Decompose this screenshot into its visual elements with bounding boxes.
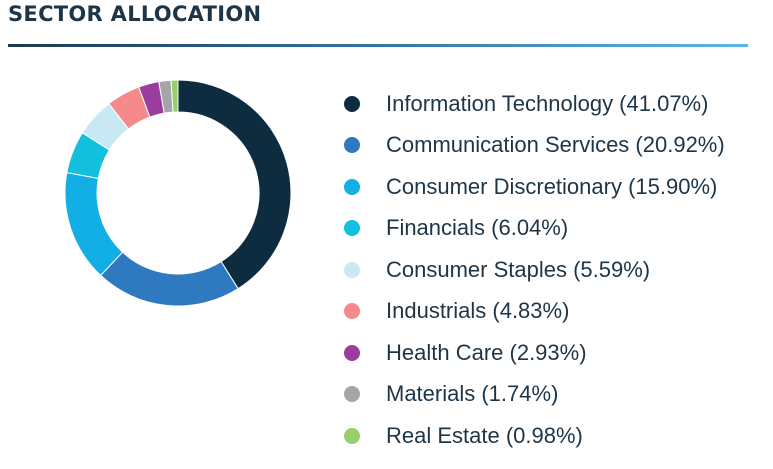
legend-item: Consumer Discretionary (15.90%): [340, 166, 725, 208]
slice-information-technology: [177, 79, 292, 290]
legend-swatch: [344, 95, 360, 112]
legend-label: Financials (6.04%): [386, 215, 569, 241]
legend-label: Health Care (2.93%): [386, 339, 587, 365]
legend-label: Consumer Staples (5.59%): [386, 256, 651, 282]
legend-label: Materials (1.74%): [386, 381, 559, 407]
title-divider: [8, 44, 748, 47]
legend-item: Real Estate (0.98%): [340, 415, 725, 457]
legend-swatch: [344, 344, 360, 361]
legend-swatch: [344, 386, 360, 403]
legend-item: Financials (6.04%): [340, 208, 725, 250]
legend-item: Health Care (2.93%): [340, 332, 725, 374]
chart-legend: Information Technology (41.07%) Communica…: [340, 83, 725, 457]
slice-communication-services: [99, 251, 239, 307]
legend-label: Communication Services (20.92%): [386, 132, 725, 158]
legend-item: Industrials (4.83%): [340, 291, 725, 333]
chart-title: SECTOR ALLOCATION: [8, 2, 262, 26]
legend-item: Communication Services (20.92%): [340, 125, 725, 167]
slice-consumer-discretionary: [64, 172, 124, 277]
legend-swatch: [344, 427, 360, 444]
legend-swatch: [344, 261, 360, 278]
legend-label: Consumer Discretionary (15.90%): [386, 173, 718, 199]
slice-real-estate: [170, 79, 179, 113]
legend-swatch: [344, 178, 360, 195]
legend-label: Information Technology (41.07%): [386, 90, 709, 116]
legend-label: Real Estate (0.98%): [386, 422, 583, 448]
legend-label: Industrials (4.83%): [386, 298, 570, 324]
legend-item: Materials (1.74%): [340, 374, 725, 416]
legend-item: Consumer Staples (5.59%): [340, 249, 725, 291]
donut-chart: [64, 79, 292, 307]
legend-swatch: [344, 137, 360, 154]
legend-item: Information Technology (41.07%): [340, 83, 725, 125]
legend-swatch: [344, 220, 360, 237]
legend-swatch: [344, 303, 360, 320]
